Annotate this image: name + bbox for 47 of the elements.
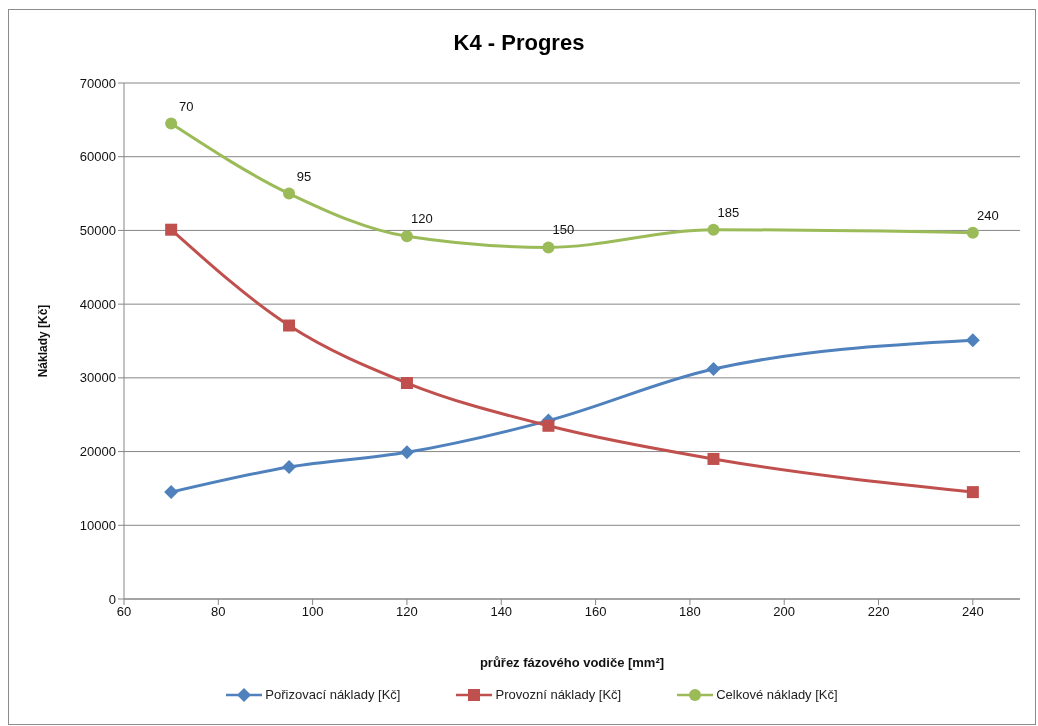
x-tick-label: 120 — [396, 604, 418, 620]
x-tick-label: 180 — [679, 604, 701, 620]
legend-label: Celkové náklady [Kč] — [716, 687, 838, 702]
point — [706, 362, 721, 377]
chart-title: K4 - Progres — [452, 30, 586, 56]
annotation: 150 — [552, 222, 575, 238]
y-tick-label: 60000 — [79, 149, 116, 165]
point — [707, 452, 720, 465]
point — [965, 333, 980, 348]
point — [542, 241, 555, 254]
x-tick-label: 200 — [773, 604, 796, 620]
x-tick-label: 240 — [961, 604, 984, 620]
legend-label: Provozní náklady [Kč] — [495, 687, 622, 702]
point — [542, 419, 555, 432]
point — [399, 445, 414, 460]
x-tick-label: 160 — [584, 604, 607, 620]
y-axis-title: Náklady [Kč] — [36, 304, 50, 378]
annotation: 120 — [411, 211, 433, 227]
point — [400, 230, 413, 243]
y-tick-label: 70000 — [79, 75, 116, 91]
point — [165, 117, 178, 130]
annotation: 185 — [717, 204, 740, 220]
point — [165, 223, 178, 236]
y-tick-label: 20000 — [79, 444, 116, 460]
y-tick-label: 50000 — [79, 223, 116, 239]
x-tick-label: 60 — [116, 604, 132, 620]
x-tick-label: 100 — [301, 604, 324, 620]
y-tick-label: 10000 — [79, 517, 116, 533]
annotation: 240 — [976, 207, 999, 223]
point — [966, 226, 979, 239]
point — [966, 486, 979, 499]
annotation: 95 — [296, 168, 312, 184]
x-tick-label: 220 — [867, 604, 890, 620]
y-tick-label: 0 — [108, 591, 116, 607]
x-tick-label: 80 — [211, 604, 226, 620]
point — [282, 460, 297, 475]
point — [400, 377, 413, 390]
x-axis-title: průřez fázového vodiče [mm²] — [479, 655, 665, 670]
annotation: 70 — [178, 98, 194, 114]
point — [283, 319, 296, 332]
point — [283, 187, 296, 200]
point — [164, 485, 179, 500]
y-tick-label: 30000 — [79, 370, 116, 386]
y-tick-label: 40000 — [79, 296, 116, 312]
point — [707, 223, 720, 236]
x-tick-label: 140 — [490, 604, 513, 620]
legend-label: Pořizovací náklady [Kč] — [265, 687, 401, 702]
